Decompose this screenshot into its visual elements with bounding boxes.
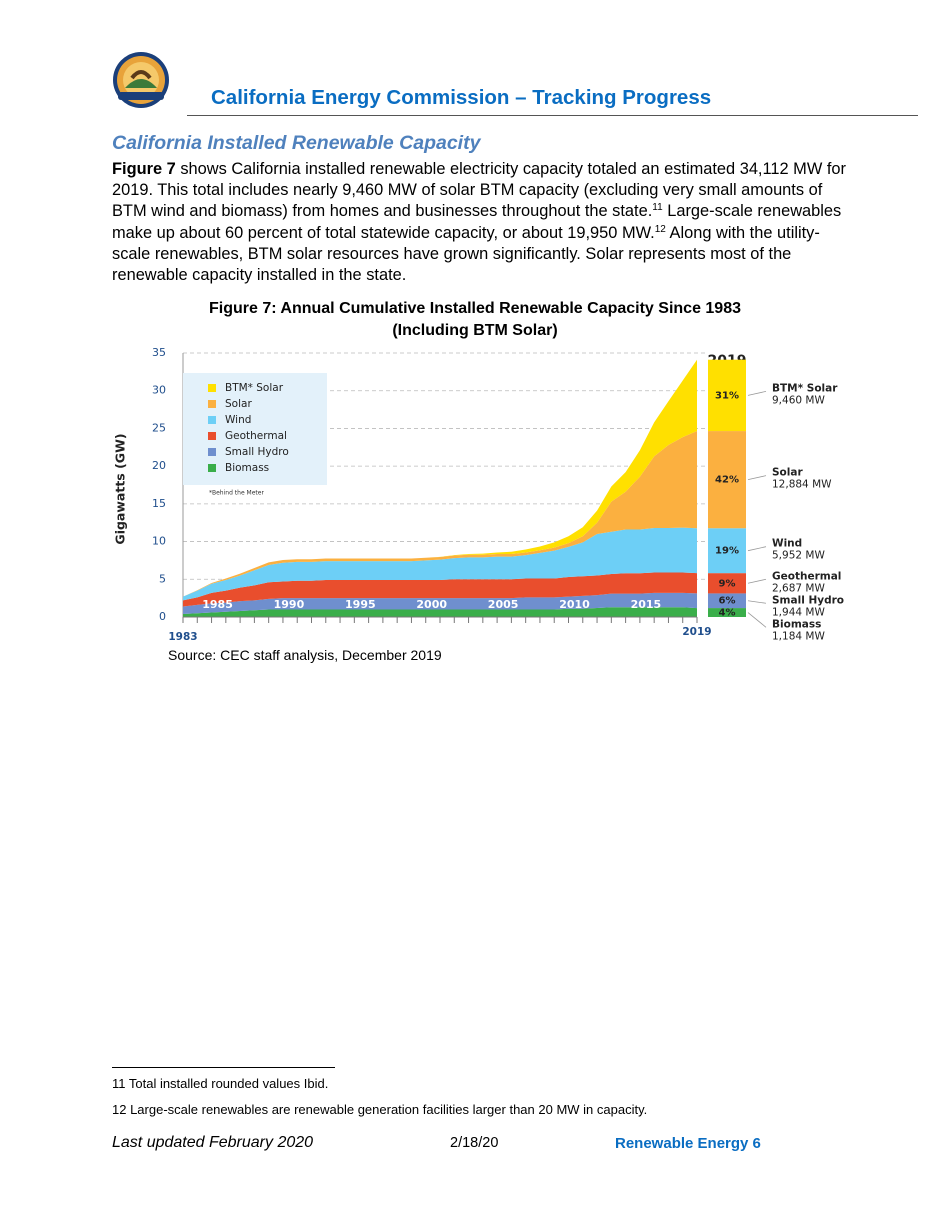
legend-swatch: [208, 432, 216, 440]
y-tick-label: 15: [152, 497, 166, 510]
x-tick-label: 2015: [631, 598, 662, 611]
legend-label: Biomass: [225, 462, 269, 474]
legend-label: Geothermal: [225, 430, 287, 442]
connector: [747, 612, 767, 628]
bar-segment: [708, 431, 746, 529]
y-tick-label: 5: [159, 572, 166, 585]
legend-swatch: [208, 400, 216, 408]
capacity-label: 1,184 MW: [772, 630, 825, 642]
legend-label: Small Hydro: [225, 446, 289, 458]
series-label: Biomass: [772, 618, 821, 630]
figure-title: Figure 7: Annual Cumulative Installed Re…: [100, 298, 850, 342]
footer-date: 2/18/20: [450, 1135, 499, 1151]
title-line: (Including BTM Solar): [392, 322, 558, 339]
share-label: 42%: [715, 475, 739, 486]
series-label: BTM* Solar: [772, 382, 838, 394]
capacity-label: 1,944 MW: [772, 606, 825, 618]
series-label: Solar: [772, 467, 803, 479]
figure-source: Source: CEC staff analysis, December 201…: [168, 647, 442, 663]
area: [183, 572, 697, 607]
text: Along with the utility-scale renewables,…: [112, 223, 820, 285]
share-label: 31%: [715, 390, 739, 401]
connector: [747, 546, 767, 552]
x-tick-label: 1995: [345, 598, 376, 611]
capacity-label: 2,687 MW: [772, 582, 825, 594]
footer-updated: Last updated February 2020: [112, 1134, 314, 1151]
x-tick-label: 1983: [168, 631, 197, 643]
connector: [747, 390, 767, 396]
series-label: Small Hydro: [772, 594, 844, 606]
bar-segment: [708, 573, 746, 594]
y-axis-label: Gigawatts (GW): [113, 433, 128, 544]
logo: [113, 52, 169, 108]
connector: [747, 475, 767, 481]
connector: [747, 600, 767, 604]
legend-box: [183, 373, 327, 485]
area: [183, 527, 697, 601]
legend-swatch: [208, 464, 216, 472]
legend-label: Wind: [225, 414, 251, 426]
x-tick-label: 2019: [682, 626, 711, 638]
bar-segment: [708, 528, 746, 574]
footnote-ref: 11: [652, 202, 663, 214]
series-label: Geothermal: [772, 570, 841, 582]
capacity-label: 12,884 MW: [772, 479, 832, 491]
x-tick-label: 2005: [488, 598, 519, 611]
x-tick-label: 2000: [416, 598, 447, 611]
footnote-rule: [112, 1067, 335, 1068]
bar-segment: [708, 593, 746, 609]
legend-label: Solar: [225, 398, 252, 410]
area: [183, 607, 697, 617]
share-label: 6%: [719, 596, 736, 607]
bar-segment: [708, 359, 746, 432]
capacity-label: 9,460 MW: [772, 394, 825, 406]
y-tick-label: 20: [152, 459, 166, 472]
bar-title: 2019: [708, 353, 747, 369]
capacity-label: 5,952 MW: [772, 550, 825, 562]
text: shows California installed renewable ele…: [112, 160, 846, 221]
text: Large-scale renewables make up about 60 …: [112, 202, 842, 242]
area: [183, 359, 697, 597]
footer-page: Renewable Energy 6: [615, 1135, 761, 1152]
footnote: 11 Total installed rounded values Ibid.: [112, 1076, 329, 1091]
figure-ref: Figure 7: [112, 160, 176, 178]
header-title: California Energy Commission – Tracking …: [211, 86, 712, 109]
paragraph: Figure 7 shows California installed rene…: [112, 159, 847, 286]
x-tick-label: 1990: [274, 598, 305, 611]
bar-segment: [708, 608, 746, 617]
connector: [747, 578, 767, 584]
header-rule: [187, 115, 918, 116]
legend-swatch: [208, 384, 216, 392]
x-tick-label: 2010: [559, 598, 590, 611]
section-heading: California Installed Renewable Capacity: [112, 132, 481, 154]
y-tick-label: 10: [152, 535, 166, 548]
legend-swatch: [208, 448, 216, 456]
share-label: 9%: [719, 578, 736, 589]
y-tick-label: 35: [152, 346, 166, 359]
area: [183, 431, 697, 597]
legend-label: BTM* Solar: [225, 382, 284, 394]
legend-note: *Behind the Meter: [209, 490, 264, 497]
share-label: 4%: [719, 608, 736, 619]
y-tick-label: 30: [152, 384, 166, 397]
footnote: 12 Large-scale renewables are renewable …: [112, 1102, 648, 1117]
legend-swatch: [208, 416, 216, 424]
footnote-ref: 12: [654, 223, 666, 235]
y-tick-label: 0: [159, 610, 166, 623]
series-label: Wind: [772, 538, 802, 550]
title-line: Figure 7: Annual Cumulative Installed Re…: [208, 300, 741, 317]
area: [183, 592, 697, 614]
share-label: 19%: [715, 546, 739, 557]
x-tick-label: 1985: [202, 598, 233, 611]
y-tick-label: 25: [152, 421, 166, 434]
